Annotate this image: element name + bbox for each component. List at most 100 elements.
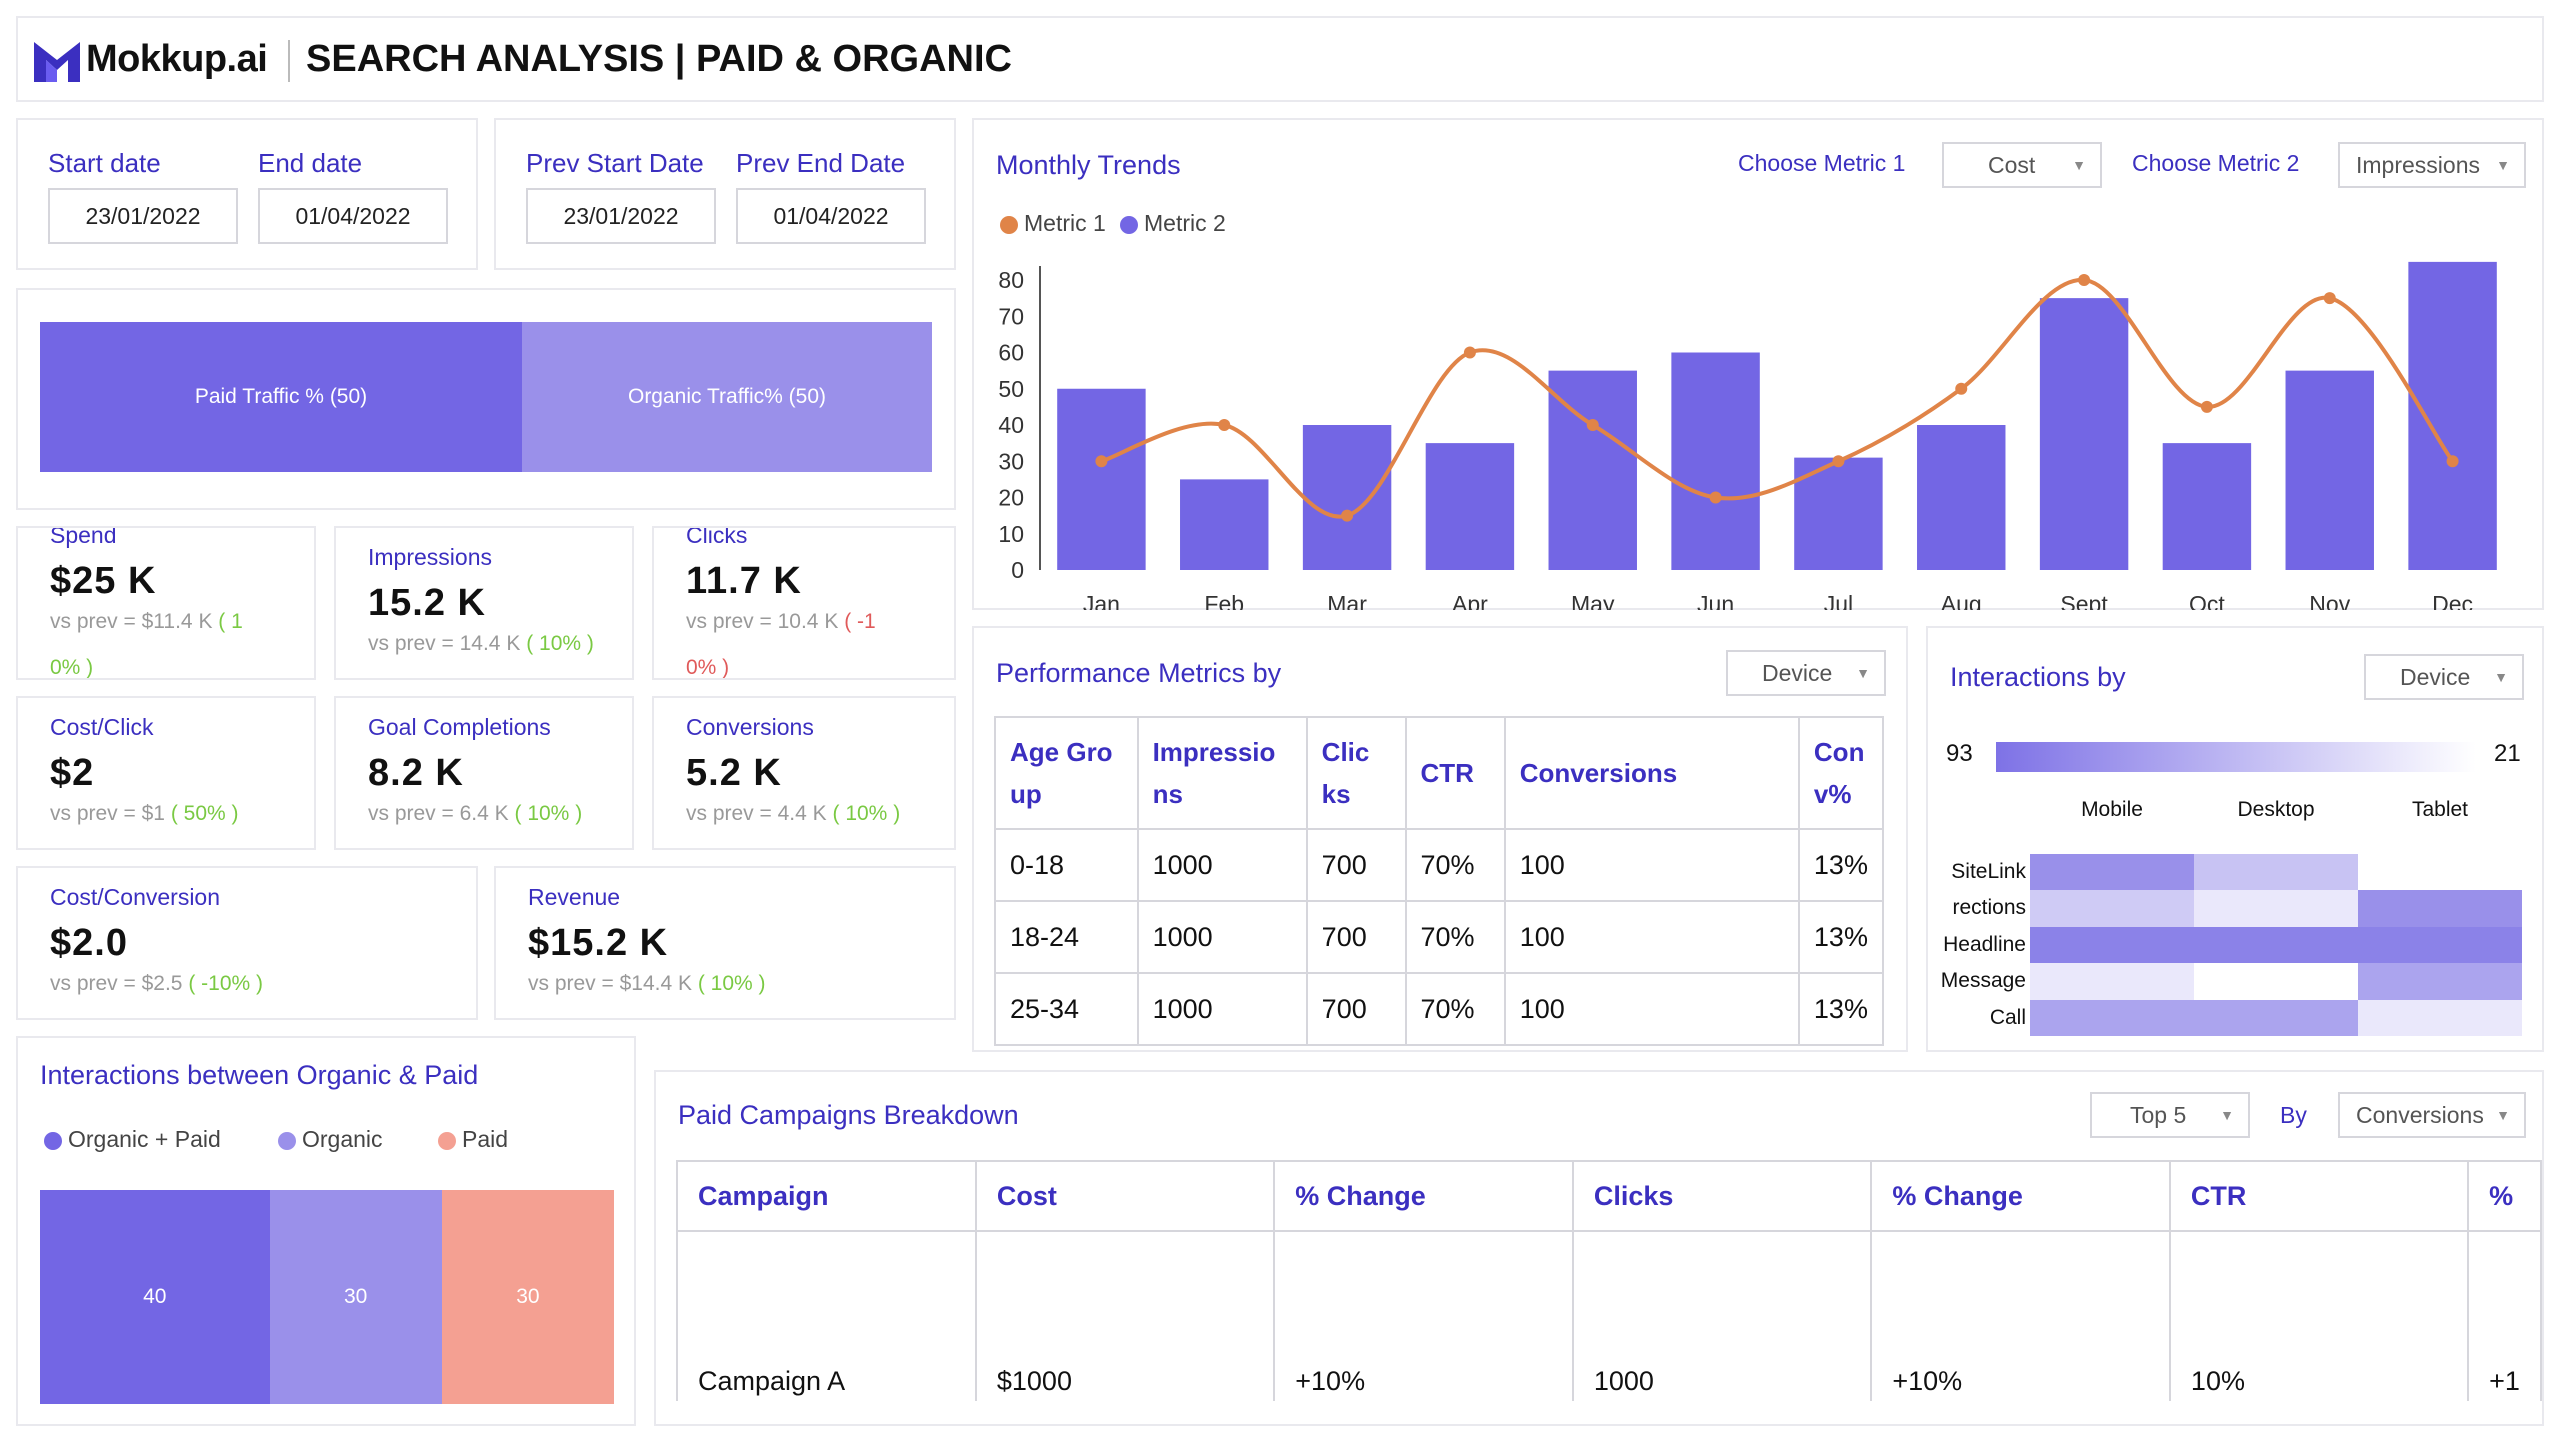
x-tick-label: Feb (1204, 591, 1244, 610)
chevron-down-icon: ▼ (2220, 1107, 2234, 1123)
performance-device-dropdown[interactable]: Device ▼ (1726, 650, 1886, 696)
kpi-prev: vs prev = 4.4 K ( 10% ) (686, 802, 900, 826)
table-cell: 13% (1798, 973, 1885, 1046)
end-date-label: End date (258, 148, 363, 178)
end-date-field[interactable]: 01/04/2022 (258, 188, 448, 244)
table-header-row: Age Gro up Impressio ns Clic ks CTR Convers… (994, 716, 1885, 830)
x-tick-label: Dec (2432, 591, 2473, 610)
kpi-prev-value: vs prev = 4.4 K (686, 802, 827, 825)
prev-start-date-field[interactable]: 23/01/2022 (526, 188, 716, 244)
organic-paid-bar: 40 30 30 (40, 1190, 614, 1404)
kpi-prev-value: vs prev = 6.4 K (368, 802, 509, 825)
col-header[interactable]: Impressio ns (1137, 716, 1308, 830)
kpi-change-wrap: 0% ) (686, 656, 730, 679)
sort-by-dropdown[interactable]: Conversions ▼ (2338, 1092, 2526, 1138)
bar (2039, 298, 2129, 570)
metric1-point (1955, 382, 1968, 395)
bar (1917, 425, 2006, 570)
col-header[interactable]: Cost (974, 1160, 1276, 1232)
metric1-dropdown[interactable]: Cost ▼ (1942, 142, 2102, 188)
heatmap-cell[interactable] (2194, 999, 2358, 1036)
kpi-prev-wrap: 0% ) (50, 656, 93, 678)
kpi-value: $2 (50, 752, 95, 794)
heatmap-cell[interactable] (2358, 963, 2522, 1000)
heatmap-cell[interactable] (2030, 926, 2194, 964)
heatmap-cell[interactable] (2194, 926, 2358, 964)
heatmap-cell[interactable] (2358, 926, 2522, 964)
heatmap-cell[interactable] (2358, 999, 2522, 1036)
col-header[interactable]: % Change (1870, 1160, 2171, 1232)
col-header[interactable]: CTR (2168, 1160, 2470, 1232)
heatmap-cell[interactable] (2194, 963, 2358, 1000)
kpi-change: ( 10% ) (514, 802, 583, 825)
prev-end-date-field[interactable]: 01/04/2022 (736, 188, 926, 244)
kpi-card-cost-click: Cost/Click $2 vs prev = $1 ( 50% ) (16, 696, 316, 850)
metric2-dropdown[interactable]: Impressions ▼ (2338, 142, 2526, 188)
metric1-value: Cost (1988, 152, 2036, 178)
heatmap-cell[interactable] (2030, 890, 2194, 927)
kpi-label: Conversions (686, 714, 814, 740)
legend-dot-icon (438, 1131, 456, 1150)
performance-title: Performance Metrics by (996, 658, 1282, 688)
kpi-change: ( 10% ) (526, 632, 594, 655)
table-row[interactable]: 18-24 1000 700 70% 100 13% (994, 901, 1885, 974)
table-row[interactable]: Campaign A $1000 +10% 1000 +10% 10% +1 (676, 1231, 2542, 1401)
heatmap-cell[interactable] (2358, 854, 2522, 891)
col-header[interactable]: % Change (1273, 1160, 1574, 1232)
page-title: SEARCH ANALYSIS | PAID & ORGANIC (306, 38, 1012, 80)
table-row[interactable]: 25-34 1000 700 70% 100 13% (994, 973, 1885, 1046)
y-tick-label: 40 (998, 412, 1024, 438)
prev-date-range-panel: Prev Start Date Prev End Date 23/01/2022… (494, 118, 956, 270)
table-cell: 1000 (1571, 1231, 1873, 1401)
col-header[interactable]: CTR (1405, 716, 1506, 830)
start-date-label: Start date (48, 148, 161, 178)
table-cell: 70% (1405, 973, 1506, 1046)
heatmap-cell[interactable] (2030, 999, 2194, 1036)
kpi-change: ( 1 (218, 610, 243, 633)
kpi-value: $2.0 (50, 922, 128, 964)
heatmap-row-label: Message (1940, 969, 2026, 993)
table-row[interactable]: 0-18 1000 700 70% 100 13% (994, 829, 1885, 902)
heatmap-cell[interactable] (2358, 890, 2522, 927)
heatmap-cell[interactable] (2030, 854, 2194, 891)
interactions-by-panel: Interactions by Device ▼ 93 21 Mobile Desk… (1926, 626, 2544, 1052)
performance-table: Age Gro up Impressio ns Clic ks CTR Convers… (994, 716, 1885, 1046)
x-tick-label: Nov (2309, 591, 2350, 610)
table-cell: 100 (1504, 829, 1800, 902)
col-header[interactable]: % (2467, 1160, 2542, 1232)
kpi-prev-value: vs prev = $11.4 K (50, 610, 213, 633)
table-cell: 70% (1405, 901, 1506, 974)
heatmap-cell[interactable] (2194, 890, 2358, 927)
x-tick-label: May (1571, 591, 1615, 610)
top-n-dropdown[interactable]: Top 5 ▼ (2090, 1092, 2250, 1138)
legend-metric2: Metric 2 (1120, 210, 1226, 237)
x-tick-label: Jan (1083, 591, 1120, 610)
organic-paid-segment: 30 (441, 1190, 614, 1404)
y-tick-label: 20 (998, 485, 1024, 511)
bar (1302, 425, 1392, 570)
legend-label: Organic (302, 1126, 383, 1152)
heatmap-cell[interactable] (2030, 963, 2194, 1000)
col-header[interactable]: Clicks (1571, 1160, 1873, 1232)
col-header[interactable]: Con v% (1798, 716, 1885, 830)
col-header[interactable]: Campaign (676, 1160, 977, 1232)
col-header[interactable]: Age Gro up (994, 716, 1139, 830)
metric1-label: Choose Metric 1 (1738, 150, 1906, 176)
interactions-device-dropdown[interactable]: Device ▼ (2364, 654, 2524, 700)
header-line: CTR (1420, 758, 1474, 788)
kpi-value: 11.7 K (686, 560, 802, 602)
by-label: By (2280, 1102, 2307, 1128)
bar (2408, 261, 2497, 570)
y-tick-label: 0 (1011, 557, 1024, 583)
dropdown-value: Device (2400, 664, 2471, 690)
kpi-prev: vs prev = $1 ( 50% ) (50, 802, 239, 826)
kpi-label: Spend (50, 526, 117, 548)
heatmap-cell[interactable] (2194, 854, 2358, 891)
kpi-prev: vs prev = 6.4 K ( 10% ) (368, 802, 582, 826)
kpi-prev-wrap: 0% ) (686, 656, 730, 679)
start-date-field[interactable]: 23/01/2022 (48, 188, 238, 244)
metric1-point (1218, 419, 1231, 431)
col-header[interactable]: Conversions (1504, 716, 1800, 830)
kpi-prev: vs prev = 10.4 K ( -1 (686, 610, 876, 634)
